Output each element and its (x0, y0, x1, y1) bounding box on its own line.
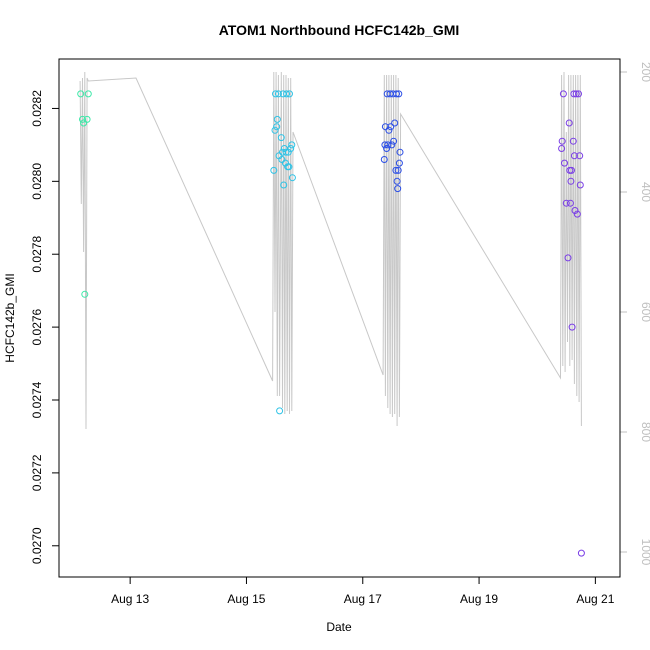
data-point (562, 199, 570, 207)
data-point (570, 152, 578, 160)
data-point (567, 177, 575, 185)
data-point (575, 90, 582, 98)
chart-title: ATOM1 Northbound HCFC142b_GMI (219, 22, 460, 38)
data-point (388, 141, 396, 149)
data-point (381, 123, 389, 131)
y-tick-label: 0.0270 (30, 527, 44, 564)
x-tick-label: Aug 17 (344, 592, 382, 606)
data-point (272, 90, 279, 98)
data-point (568, 166, 575, 174)
data-point (77, 90, 85, 98)
data-point (396, 148, 404, 156)
data-point (271, 126, 279, 134)
data-point (561, 159, 568, 167)
y-axis-label: HCFC142b_GMI (3, 273, 17, 362)
x-tick-label: Aug 21 (576, 592, 614, 606)
data-point (566, 199, 574, 207)
data-point (576, 152, 584, 160)
altitude-lines (79, 71, 582, 430)
data-point (274, 90, 282, 98)
data-point (393, 177, 401, 185)
data-point (273, 123, 281, 131)
x-axis: Aug 13 Aug 15 Aug 17 Aug 19 Aug 21 (111, 577, 615, 606)
y-tick-label: 0.0278 (30, 236, 44, 273)
x-tick-label: Aug 15 (227, 592, 265, 606)
data-point (283, 90, 291, 98)
y2-tick-label: 200 (639, 62, 650, 82)
data-point (391, 119, 399, 127)
data-point (568, 323, 576, 331)
data-point (384, 141, 392, 149)
altitude-line (79, 71, 582, 430)
data-point (395, 90, 403, 98)
data-point (281, 159, 289, 167)
data-point (83, 115, 91, 123)
x-tick-label: Aug 13 (111, 592, 149, 606)
y-tick-label: 0.0280 (30, 163, 44, 200)
y2-tick-label: 800 (639, 422, 650, 442)
data-point (395, 159, 403, 167)
data-point (385, 126, 393, 134)
data-point (390, 137, 398, 145)
data-point (288, 174, 296, 182)
data-point (381, 141, 389, 149)
data-point (576, 181, 584, 189)
y2-tick-label: 400 (639, 182, 650, 202)
x-tick-label: Aug 19 (460, 592, 498, 606)
data-point (387, 123, 395, 131)
data-point (287, 145, 295, 152)
y2-tick-label: 1000 (639, 539, 650, 566)
data-point (79, 115, 86, 123)
data-point (84, 90, 92, 98)
data-point (286, 90, 293, 98)
data-point (564, 254, 572, 262)
data-point (577, 549, 585, 557)
data-point (285, 163, 293, 171)
data-point (284, 148, 292, 156)
y2-axis: 200 400 600 800 1000 (620, 62, 650, 566)
y-tick-label: 0.0274 (30, 381, 44, 418)
y-tick-label: 0.0272 (30, 454, 44, 491)
data-point (80, 119, 88, 127)
data-point (394, 166, 402, 174)
data-point (273, 115, 281, 123)
plot-frame (58, 58, 621, 578)
data-point (288, 141, 296, 149)
data-point (81, 290, 89, 298)
data-point (565, 119, 573, 127)
data-point (280, 181, 288, 189)
data-point (558, 137, 566, 145)
y-axis: 0.0270 0.0272 0.0274 0.0276 0.0278 0.0280 0.02… (30, 90, 59, 564)
data-point (558, 145, 566, 152)
y-tick-label: 0.0282 (30, 90, 44, 127)
data-point (276, 407, 284, 415)
data-point (572, 90, 580, 98)
data-point (380, 156, 388, 163)
data-point (393, 90, 400, 98)
data-point (270, 166, 278, 174)
data-point (394, 185, 402, 193)
data-point (383, 145, 391, 152)
data-point (278, 156, 286, 163)
data-point (570, 90, 578, 98)
data-point (282, 148, 290, 156)
data-point (392, 166, 400, 174)
data-point (571, 207, 579, 214)
data-point (277, 134, 285, 142)
y-tick-label: 0.0276 (30, 308, 44, 345)
data-point (569, 137, 577, 145)
x-axis-label: Date (326, 620, 352, 634)
data-point (573, 210, 581, 218)
data-point (559, 90, 567, 98)
y2-tick-label: 600 (639, 302, 650, 322)
data-points (77, 90, 585, 557)
